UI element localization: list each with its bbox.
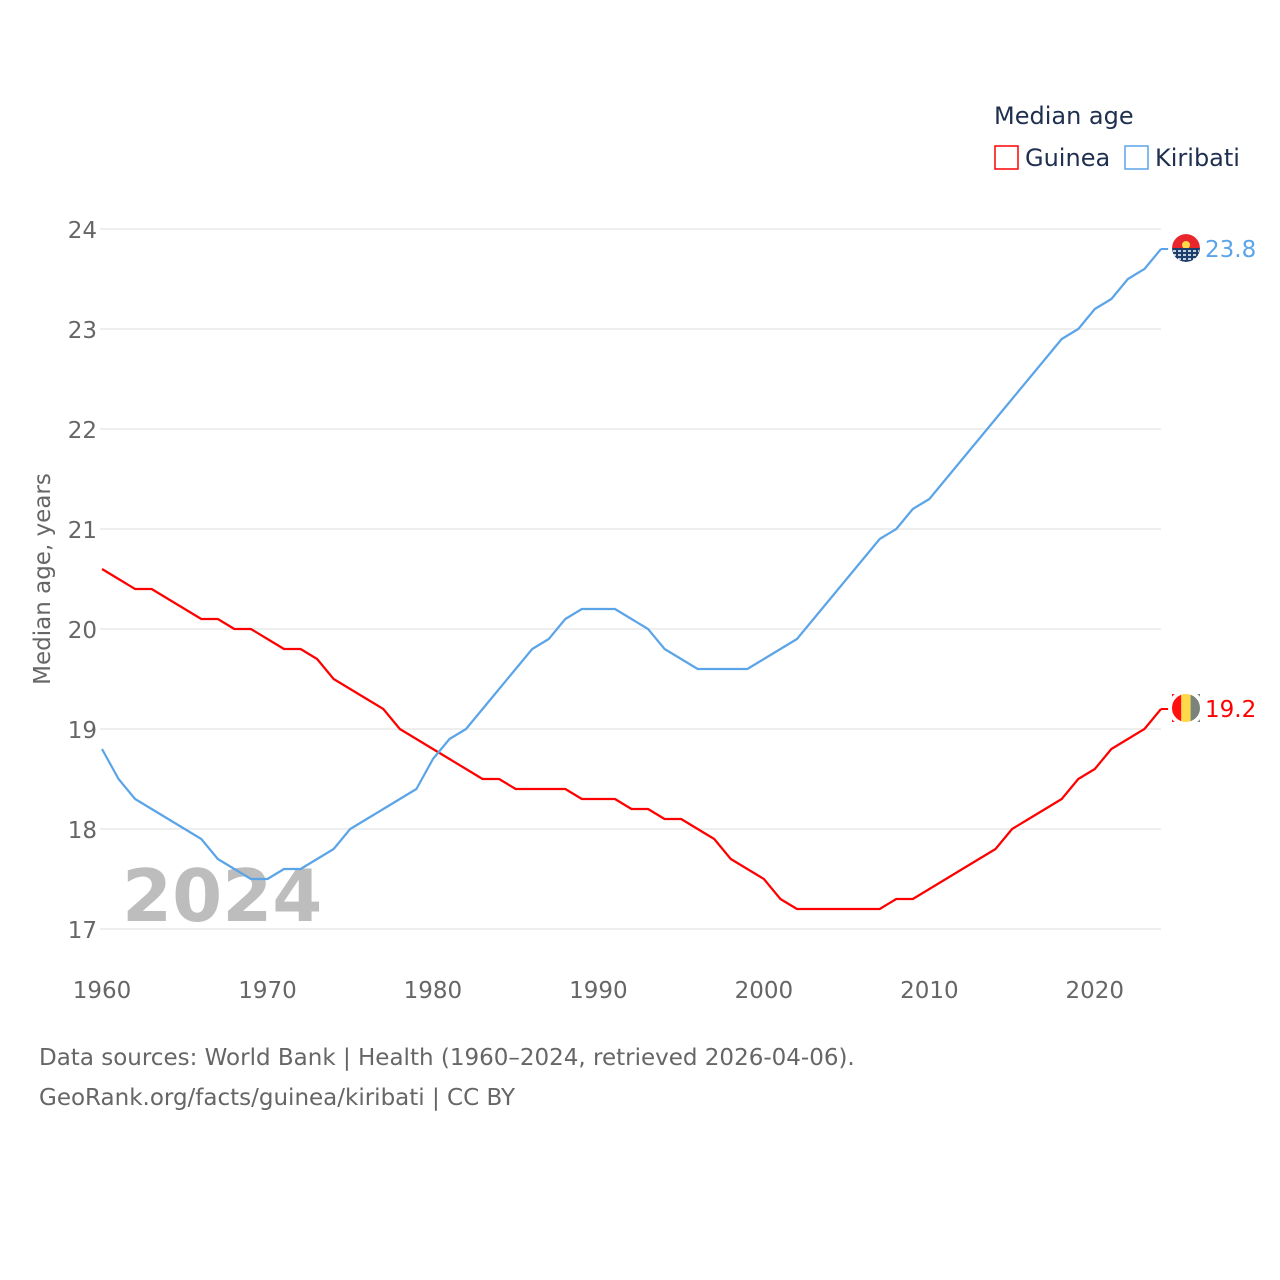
y-tick-label: 22 — [68, 418, 97, 444]
x-tick-label: 2010 — [900, 978, 959, 1004]
y-tick-label: 20 — [68, 618, 97, 644]
kiribati-flag-icon — [1168, 230, 1204, 266]
data-source-text: Data sources: World Bank | Health (1960–… — [39, 1045, 855, 1071]
line-chart: 17 18 19 20 21 22 23 24 1960 1970 1980 1990 2000 2010… — [30, 102, 1256, 1004]
x-tick-label: 2000 — [735, 978, 794, 1004]
end-value-label-guinea: 19.2 — [1205, 697, 1256, 723]
x-tick-label: 1990 — [569, 978, 628, 1004]
flag-stripe — [1181, 694, 1191, 722]
x-tick-label: 1970 — [238, 978, 297, 1004]
x-tick-label: 1980 — [404, 978, 463, 1004]
y-tick-label: 18 — [68, 818, 97, 844]
legend-label-kiribati: Kiribati — [1155, 144, 1240, 172]
legend-swatch-guinea — [994, 145, 1019, 170]
flag-stripe — [1190, 694, 1200, 722]
y-tick-label: 19 — [68, 718, 97, 744]
flag-sun — [1182, 241, 1190, 249]
legend-title: Median age — [994, 102, 1134, 130]
x-tick-label: 1960 — [73, 978, 132, 1004]
legend-label-guinea: Guinea — [1025, 144, 1110, 172]
legend-swatch-kiribati — [1124, 145, 1149, 170]
y-tick-label: 24 — [68, 218, 97, 244]
series-line-kiribati — [101, 248, 1162, 881]
y-tick-label: 17 — [68, 918, 97, 944]
year-watermark: 2024 — [122, 854, 322, 938]
x-tick-label: 2020 — [1066, 978, 1125, 1004]
flag-stripe — [1172, 694, 1182, 722]
guinea-flag-icon — [1168, 690, 1204, 726]
y-axis-label: Median age, years — [30, 473, 56, 685]
source-link[interactable]: GeoRank.org/facts/guinea/kiribati | CC B… — [39, 1085, 516, 1111]
end-value-label-kiribati: 23.8 — [1205, 237, 1256, 263]
y-tick-label: 21 — [68, 518, 97, 544]
y-tick-label: 23 — [68, 318, 97, 344]
series-line-guinea — [101, 568, 1162, 911]
